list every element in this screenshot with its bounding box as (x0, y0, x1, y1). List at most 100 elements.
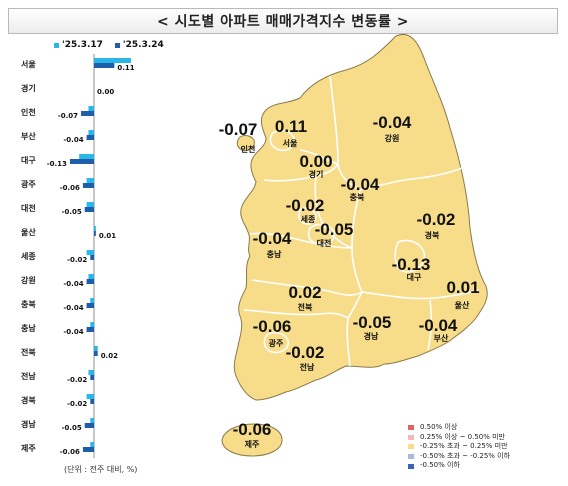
bar-week2 (86, 279, 94, 284)
bar-week2 (86, 303, 94, 308)
bar-week1 (88, 130, 94, 135)
map-value-label: 0.11 (275, 117, 307, 136)
map-region-name: 전남 (300, 362, 315, 372)
category-label: 부산 (21, 131, 36, 141)
map-value-label: -0.13 (392, 255, 431, 274)
category-label: 제주 (21, 443, 36, 453)
category-label: 광주 (21, 179, 36, 189)
map-legend-swatch (408, 434, 414, 440)
bar-week2 (82, 447, 94, 452)
map-value-label: -0.05 (353, 313, 392, 332)
map-region-name: 광주 (269, 338, 284, 348)
incheon-island-shape (236, 135, 255, 151)
unit-note: (단위 : 전주 대비, %) (64, 465, 138, 474)
map-value-label: -0.04 (341, 175, 380, 194)
legend-item-week2: '25.3.24 (114, 40, 164, 50)
map-value-label: 0.01 (446, 278, 479, 297)
data-label: -0.02 (67, 400, 87, 408)
category-label: 충북 (21, 299, 36, 309)
data-label: 0.02 (101, 352, 118, 360)
map-region-name: 세종 (301, 214, 316, 224)
bar-week1 (86, 178, 94, 183)
data-label: -0.04 (63, 280, 83, 288)
bar-week2 (86, 327, 94, 332)
bar-week1 (94, 226, 96, 231)
map-value-label: -0.04 (419, 316, 458, 335)
bar-week1 (90, 418, 94, 423)
bar-week1 (90, 442, 94, 447)
map-region-name: 경북 (425, 230, 440, 240)
map-value-label: -0.04 (253, 229, 292, 248)
jeju-shape (221, 423, 283, 457)
map-legend: 0.50% 이상 0.25% 이상 ~ 0.50% 미만 -0.25% 초과 ~… (408, 423, 510, 471)
bar-week1 (94, 346, 98, 351)
category-label: 경기 (21, 83, 36, 93)
map-region-name: 대구 (407, 272, 422, 282)
map-value-label: -0.02 (286, 196, 325, 215)
mainland-shape (233, 34, 488, 401)
map-legend-swatch (408, 463, 414, 469)
map-value-label: -0.07 (219, 120, 258, 139)
category-label: 서울 (21, 59, 36, 69)
map-legend-row: 0.50% 이상 (408, 423, 510, 433)
category-label: 대전 (21, 203, 36, 213)
map-labels: 0.11서울0.00경기-0.07인천-0.04강원-0.04충북-0.02세종… (219, 113, 480, 449)
bar-week1 (88, 106, 94, 111)
map-region-name: 울산 (455, 300, 470, 310)
map-region-name: 경남 (364, 331, 379, 341)
legend-swatch-week1 (54, 42, 59, 48)
legend-label-week2: '25.3.24 (122, 40, 164, 50)
map-region-name: 전북 (298, 302, 313, 312)
data-label: -0.04 (63, 328, 83, 336)
bar-week2 (94, 351, 98, 356)
data-label: -0.02 (67, 376, 87, 384)
map-legend-row: 0.25% 이상 ~ 0.50% 미만 (408, 433, 510, 443)
category-label: 강원 (21, 275, 36, 285)
bar-week1 (86, 394, 94, 399)
category-label: 대구 (21, 155, 36, 165)
bar-week1 (79, 154, 94, 159)
data-label: 0.00 (97, 88, 114, 96)
bar-week1 (88, 370, 94, 375)
bar-week2 (90, 399, 94, 404)
bar-week2 (82, 183, 94, 188)
bar-week1 (86, 250, 94, 255)
category-label: 인천 (21, 107, 36, 117)
bar-week2 (69, 159, 94, 164)
map-value-label: -0.04 (373, 113, 412, 132)
map-region-name: 경기 (309, 169, 324, 179)
bar-week2 (90, 255, 94, 260)
data-label: -0.06 (60, 448, 80, 456)
legend-item-week1: '25.3.17 (54, 40, 103, 50)
bar-week1 (88, 274, 94, 279)
category-label: 충남 (21, 323, 36, 333)
chart-title: < 시도별 아파트 매매가격지수 변동률 > (156, 14, 410, 30)
map-legend-row: -0.50% 이하 (408, 461, 510, 471)
map-region-name: 제주 (245, 439, 260, 449)
data-label: -0.04 (63, 304, 83, 312)
map-value-label: 0.02 (288, 283, 321, 302)
data-label: -0.13 (47, 160, 67, 168)
category-label: 경남 (21, 419, 36, 429)
map-legend-label: -0.50% 이하 (420, 461, 460, 470)
bar-week1 (90, 298, 94, 303)
map-region-name: 강원 (385, 133, 400, 143)
bar-week2 (94, 231, 96, 236)
map-legend-swatch (408, 425, 414, 431)
chart-title-box: < 시도별 아파트 매매가격지수 변동률 > (8, 8, 558, 34)
category-label: 경북 (21, 395, 36, 405)
bar-week1 (86, 202, 94, 207)
map-value-label: -0.02 (286, 343, 325, 362)
category-label: 전북 (21, 347, 36, 357)
bar-week2 (84, 423, 94, 428)
legend-swatch-week2 (114, 42, 120, 48)
map-region-name: 부산 (434, 333, 449, 343)
map-legend-label: 0.25% 이상 ~ 0.50% 미만 (420, 432, 506, 441)
legend-label-week1: '25.3.17 (62, 40, 103, 50)
bar-week1 (90, 322, 94, 327)
bar-week2 (86, 135, 94, 140)
bar-week2 (94, 63, 115, 68)
data-label: 0.11 (117, 64, 134, 72)
map-value-label: -0.02 (417, 210, 456, 229)
